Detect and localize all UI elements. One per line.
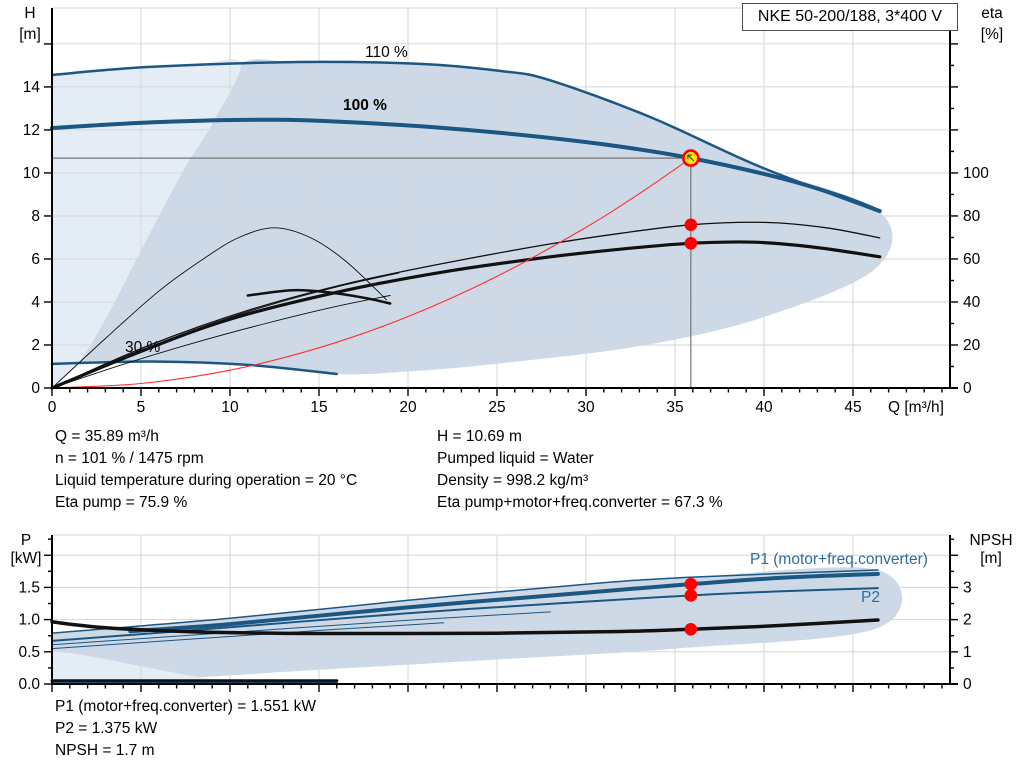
q-axis-title: Q [m³/h]	[888, 399, 944, 416]
x-tick-label: 0	[48, 399, 57, 416]
y-left-tick-label: 0	[31, 380, 40, 397]
marker-eta-pump-point	[684, 218, 698, 232]
readout-eta-pump: Eta pump = 75.9 %	[55, 494, 188, 511]
marker-npsh-point	[684, 622, 698, 636]
y-left-tick-label: 4	[31, 294, 40, 311]
marker-duty-point[interactable]	[682, 149, 700, 167]
series-speed-30-curve	[50, 360, 339, 376]
y-right-tick-label: 100	[963, 165, 989, 182]
region-power-low-flow-zone	[52, 650, 256, 685]
series-p2-curve	[51, 587, 879, 642]
h-axis-title: H	[24, 5, 36, 22]
readout-npsh: NPSH = 1.7 m	[55, 742, 155, 759]
y-left-tick-label: 14	[23, 79, 41, 96]
y-right-tick-label: 0	[963, 380, 972, 397]
npsh-axis-title: NPSH	[969, 532, 1013, 549]
readout-p1: P1 (motor+freq.converter) = 1.551 kW	[55, 698, 317, 715]
readout-eta-total: Eta pump+motor+freq.converter = 67.3 %	[437, 494, 723, 511]
pump-title: NKE 50-200/188, 3*400 V	[757, 8, 943, 25]
p1-curve-label: P1 (motor+freq.converter)	[750, 551, 928, 568]
series-eta-pump-curve	[51, 221, 881, 389]
x-tick-label: 35	[666, 399, 683, 416]
readout-q: Q = 35.89 m³/h	[55, 428, 159, 445]
x-tick-label: 10	[221, 399, 239, 416]
readout-h: H = 10.69 m	[437, 428, 522, 445]
series-eta-total-curve	[50, 240, 882, 390]
head-chart: 0 5 10 15 20 25 30 35 40 45 0 2 4 6 8 10 12 14 0 20 40 60 80 10…	[23, 7, 989, 416]
y-left-tick-label: 1.0	[18, 612, 40, 629]
series-eta-bundle-2	[51, 295, 391, 389]
series-p-bundle-1	[51, 611, 551, 646]
x-tick-label: 5	[137, 399, 146, 416]
duty-point-arrow-icon	[687, 154, 695, 162]
npsh-axis-unit: [m]	[980, 550, 1002, 567]
series-p1-curve	[128, 571, 880, 634]
y-right-tick-label: 0	[963, 676, 972, 693]
series-npsh-curve	[50, 618, 880, 636]
p2-curve-label: P2	[861, 589, 880, 606]
region-low-flow-zone	[52, 59, 241, 389]
readout-speed: n = 101 % / 1475 rpm	[55, 450, 204, 467]
x-tick-label: 40	[755, 399, 773, 416]
marker-p2-point	[684, 589, 698, 602]
speed-110-label: 110 %	[365, 44, 408, 61]
h-axis-unit: [m]	[19, 26, 41, 43]
y-left-tick-label: 0.5	[18, 644, 40, 661]
y-left-tick-label: 12	[23, 122, 40, 139]
x-tick-label: 15	[310, 399, 327, 416]
y-right-tick-label: 20	[963, 337, 981, 354]
power-npsh-chart: 0.0 0.5 1.0 1.5 0 1 2 3	[18, 534, 972, 693]
x-tick-label: 30	[577, 399, 595, 416]
speed-30-label: 30 %	[125, 339, 161, 356]
y-right-tick-label: 2	[963, 612, 972, 629]
y-right-tick-label: 3	[963, 579, 972, 596]
series-speed-100-curve	[50, 117, 882, 213]
pump-title-box: NKE 50-200/188, 3*400 V	[742, 3, 958, 31]
y-right-tick-label: 40	[963, 294, 981, 311]
eta-axis-unit: [%]	[980, 26, 1004, 43]
p-axis-unit: [kW]	[10, 550, 42, 567]
readout-density: Density = 998.2 kg/m³	[437, 472, 589, 489]
y-left-tick-label: 10	[23, 165, 41, 182]
x-tick-label: 20	[399, 399, 417, 416]
eta-axis-title: eta	[981, 5, 1003, 22]
readout-p2: P2 = 1.375 kW	[55, 720, 158, 737]
y-right-tick-label: 1	[963, 644, 972, 661]
marker-eta-total-point	[684, 236, 698, 250]
y-left-tick-label: 2	[31, 337, 40, 354]
series-eta-branch	[246, 288, 392, 305]
series-p1-upper-bound	[51, 569, 879, 634]
x-tick-label: 45	[844, 399, 861, 416]
y-left-tick-label: 8	[31, 208, 40, 225]
y-left-tick-label: 6	[31, 251, 40, 268]
readout-liquid-temp: Liquid temperature during operation = 20…	[55, 472, 358, 489]
marker-p1-point	[684, 577, 698, 591]
y-left-tick-label: 0.0	[18, 676, 40, 693]
y-right-tick-label: 80	[963, 208, 981, 225]
speed-100-label: 100 %	[343, 97, 387, 114]
y-left-tick-label: 1.5	[18, 579, 40, 596]
readout-pumped-liquid: Pumped liquid = Water	[437, 450, 594, 467]
series-speed-110-curve	[50, 60, 881, 214]
x-tick-label: 25	[488, 399, 505, 416]
y-right-tick-label: 60	[963, 251, 981, 268]
p-axis-title: P	[20, 532, 32, 549]
series-system-curve	[51, 157, 692, 389]
series-eta-arc-reduced-speed	[51, 227, 388, 389]
